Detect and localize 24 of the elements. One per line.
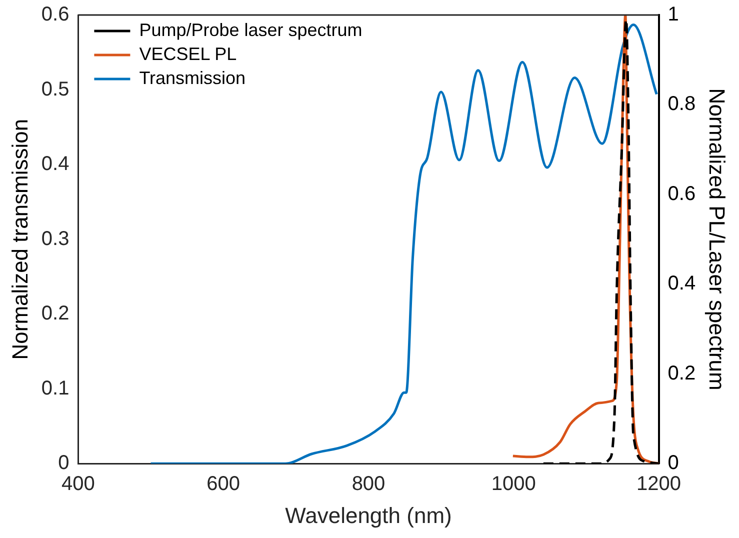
x-tick-label: 1200 [636,473,682,496]
y-tick-label: 0.2 [41,302,70,325]
y-tick-label: 0.3 [41,228,70,250]
x-axis-title: Wavelength (nm) [285,502,452,528]
y2-tick-label: 0.8 [668,93,696,116]
legend-label: Transmission [139,68,246,88]
x-tick-label: 400 [62,473,95,496]
y2-tick-label: 1 [668,4,679,26]
y2-tick-label: 0.6 [668,182,696,205]
y2-axis-title: Normalized PL/Laser spectrum [704,88,730,390]
y2-tick-label: 0.4 [668,272,696,295]
legend-label: Pump/Probe laser spectrum [139,20,362,40]
x-tick-label: 800 [352,473,386,496]
y-tick-label: 0 [58,452,70,474]
y-axis-title: Normalized transmission [7,118,32,360]
y-tick-label: 0.1 [41,377,70,400]
x-tick-label: 600 [206,473,240,496]
y2-tick-label: 0.2 [668,362,696,384]
x-tick-label: 1000 [491,473,536,496]
legend-label: VECSEL PL [139,44,237,64]
y2-tick-label: 0 [668,452,679,474]
y-tick-label: 0.4 [41,153,70,176]
y-tick-label: 0.6 [41,4,70,26]
y-tick-label: 0.5 [41,78,70,100]
